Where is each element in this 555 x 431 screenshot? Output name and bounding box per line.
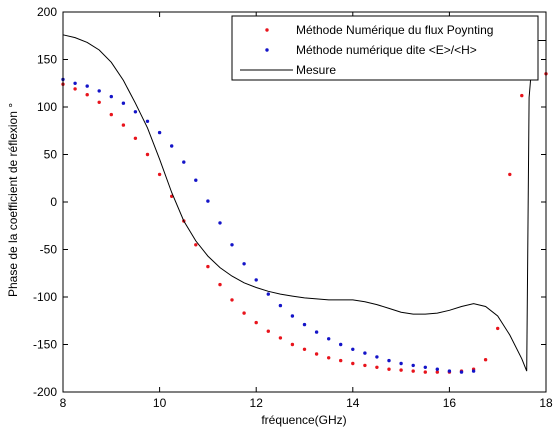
y-tick-label: 50 (44, 148, 58, 162)
x-tick-label: 16 (443, 396, 457, 410)
data-point (254, 320, 258, 325)
data-point (230, 243, 234, 247)
data-point (182, 160, 186, 164)
y-tick-label: -100 (33, 290, 57, 304)
data-point (435, 370, 439, 374)
series-layer (61, 34, 548, 374)
x-tick-label: 18 (539, 396, 553, 410)
y-tick-label: 100 (37, 100, 57, 114)
y-tick-label: 0 (50, 195, 57, 209)
data-point (339, 342, 343, 347)
x-tick-label: 10 (153, 396, 167, 410)
legend-label-1: Méthode Numérique du flux Poynting (296, 23, 493, 37)
legend-marker-2 (265, 48, 269, 52)
series-3 (62, 34, 546, 372)
x-axis-label: fréquence(GHz) (261, 413, 346, 427)
data-point (387, 358, 391, 363)
data-point (339, 358, 343, 363)
data-point (302, 322, 307, 327)
x-tick-label: 8 (60, 396, 67, 410)
data-point (133, 110, 138, 114)
series-2 (61, 77, 476, 374)
data-point (471, 369, 476, 373)
data-point (133, 136, 138, 140)
data-point (351, 361, 355, 366)
data-point (73, 87, 77, 91)
data-point (157, 130, 162, 135)
x-tick-label: 12 (250, 396, 264, 410)
data-point (435, 367, 439, 371)
data-point (483, 358, 488, 362)
data-point (170, 144, 174, 148)
data-point (387, 367, 391, 371)
data-point (278, 303, 283, 308)
legend-label-2: Méthode numérique dite <E>/<H> (296, 43, 477, 57)
data-point (242, 311, 246, 315)
data-point (290, 314, 295, 318)
data-point (157, 172, 162, 177)
data-point (351, 347, 355, 351)
data-point (363, 351, 367, 355)
data-point (218, 282, 222, 287)
legend-box (231, 15, 539, 81)
legend-label-3: Mesure (296, 63, 336, 77)
data-point (411, 369, 415, 373)
data-point (327, 337, 331, 341)
data-point (508, 172, 512, 177)
data-point (266, 329, 270, 333)
data-point (206, 199, 210, 203)
data-point (314, 330, 319, 334)
data-point (302, 347, 307, 351)
data-point (254, 278, 258, 282)
plot-frame (62, 11, 547, 393)
data-point (109, 112, 114, 117)
data-point (121, 123, 126, 127)
data-point (520, 93, 524, 98)
data-point (411, 363, 415, 368)
data-point (423, 370, 427, 374)
data-point (423, 365, 427, 369)
series-line-mesure (62, 34, 546, 372)
data-point (447, 369, 452, 373)
y-axis-label: Phase de la coefficient de réflexion ° (6, 103, 20, 297)
data-point (399, 361, 403, 366)
data-point (230, 298, 234, 302)
axis-ticks: 8 10 12 14 16 18 -200 -150 -100 -50 0 50 100 150 200 (33, 5, 553, 410)
series-1 (61, 49, 548, 374)
data-point (399, 368, 403, 372)
data-point (145, 152, 150, 157)
data-point (206, 264, 210, 269)
y-tick-label: -150 (33, 338, 57, 352)
data-point (73, 81, 77, 86)
data-point (85, 93, 89, 97)
y-tick-label: -50 (40, 243, 58, 257)
data-point (375, 355, 379, 359)
x-tick-label: 14 (346, 396, 360, 410)
data-point (145, 119, 150, 124)
legend: Méthode Numérique du flux Poynting Métho… (231, 15, 539, 81)
data-point (97, 100, 101, 105)
data-point (278, 336, 283, 340)
legend-marker-1 (265, 28, 269, 32)
data-point (242, 262, 246, 266)
data-point (218, 221, 222, 225)
data-point (314, 352, 319, 356)
data-point (327, 356, 331, 360)
data-point (363, 363, 367, 368)
data-point (85, 84, 89, 88)
data-point (375, 365, 379, 369)
data-point (459, 370, 464, 374)
data-point (194, 178, 198, 182)
data-point (266, 292, 270, 296)
data-point (496, 326, 500, 331)
y-tick-label: 150 (37, 53, 57, 67)
data-point (290, 342, 295, 347)
data-point (121, 101, 126, 105)
data-point (194, 243, 198, 247)
y-tick-label: 200 (37, 5, 57, 19)
data-point (97, 89, 101, 93)
data-point (109, 94, 114, 99)
y-tick-label: -200 (33, 385, 57, 399)
